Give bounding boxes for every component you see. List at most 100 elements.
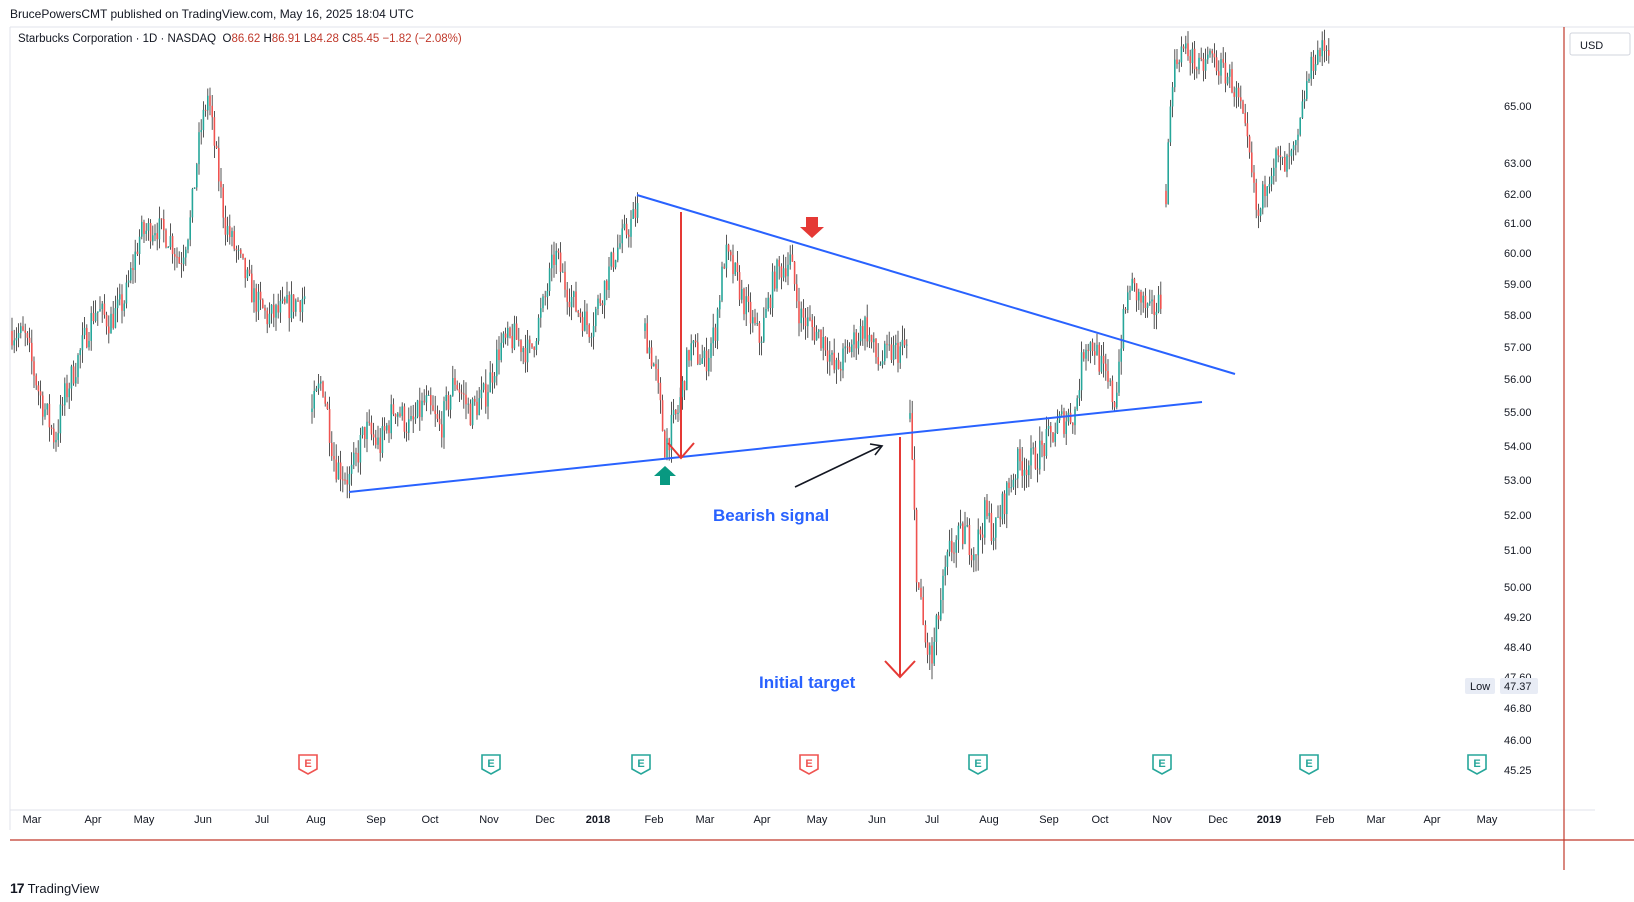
candle-body [1030,448,1032,466]
candle-body [606,280,608,290]
resistance-trendline[interactable] [636,194,1236,375]
candle-body [397,413,399,417]
candle-body [28,337,31,343]
candle-body [364,427,366,439]
candle-body [644,323,646,331]
candle-body [1308,78,1310,82]
candle-body [855,332,857,349]
candle-body [774,271,776,289]
earnings-marker-icon[interactable] [1299,754,1319,775]
candle-body [37,385,40,392]
candle-body [935,615,938,642]
candle-body [1096,344,1098,356]
time-axis[interactable]: Mar Apr May Jun Jul Aug Sep Oct Nov Dec 2018 Feb Mar… [23,814,1498,826]
footer-brand[interactable]: 17 TradingView [10,880,99,896]
candle-body [200,130,202,133]
candle-body [778,259,780,267]
candle-body [581,317,584,331]
candle-body [320,381,322,384]
candle-body [414,416,417,420]
candle-body [513,323,516,349]
candle-body [92,313,95,321]
earnings-marker-icon[interactable] [968,754,988,775]
candle-body [1160,294,1162,309]
candle-body [1054,433,1056,442]
earnings-marker-icon[interactable] [631,754,651,775]
candle-body [1032,447,1034,449]
candle-body [592,326,595,337]
candle-body [1129,290,1131,293]
currency-box[interactable] [1569,32,1631,56]
candle-body [46,403,48,410]
candle-body [158,218,161,240]
candle-body [705,350,708,372]
earnings-marker-icon[interactable] [298,754,318,775]
candle-body [1131,278,1133,291]
candle-body [771,271,774,309]
earnings-marker-label: E [974,758,981,770]
candle-body [1262,184,1264,209]
earnings-marker-icon[interactable] [799,754,819,775]
candle-body [1328,50,1330,56]
candle-body [1063,411,1065,434]
earnings-marker-icon[interactable] [481,754,501,775]
candle-body [1246,123,1249,137]
candle-body [213,117,216,146]
candle-body [835,360,838,370]
candle-body [712,327,714,344]
time-tick-label: Aug [306,814,326,826]
candle-body [491,372,494,383]
candle-body [381,426,384,453]
price-tick-label: 48.40 [1504,642,1532,654]
earnings-marker-icon[interactable] [1152,754,1172,775]
candle-body [478,398,480,416]
candle-body [577,311,579,313]
support-trendline[interactable] [348,401,1203,493]
candle-body [204,109,207,111]
price-axis[interactable]: 65.00 63.00 62.00 61.00 60.00 59.00 58.00 57.00… [1465,101,1538,777]
candle-body [785,268,787,277]
candle-body [913,459,916,510]
candle-body [791,254,794,262]
candle-body [1019,448,1021,462]
candle-body [315,388,318,391]
candle-body [1290,150,1293,157]
candle-body [339,462,342,480]
candle-body [94,312,97,321]
candle-body [694,340,697,343]
candle-body [741,289,743,300]
brand-name: TradingView [27,880,100,896]
candle-body [191,188,194,218]
candle-body [628,234,630,237]
candle-body [26,332,29,338]
candle-body [275,305,277,318]
candle-body [31,342,33,362]
symbol-legend: Starbucks Corporation · 1D · NASDAQ O86.… [18,33,462,45]
candle-body [169,236,172,248]
candle-body [1127,292,1129,311]
candle-body [1052,432,1054,442]
candle-body [176,256,178,258]
candle-body [973,554,975,561]
candle-body [851,344,853,353]
candle-body [496,349,498,377]
candle-body [1257,209,1260,216]
candle-body [279,301,282,313]
candle-body [1116,392,1118,408]
candle-body [590,336,593,338]
candle-body [520,340,522,353]
candle-body [458,389,461,393]
candle-body [548,268,551,291]
price-tick-label: 55.00 [1504,407,1532,419]
candle-body [723,266,725,269]
publish-info: BrucePowersCMT published on TradingView.… [10,7,414,21]
candle-body [399,413,401,416]
candle-body [423,400,425,403]
earnings-marker-icon[interactable] [1467,754,1487,775]
price-tick-label: 49.20 [1504,612,1532,624]
candle-body [218,148,220,182]
candle-body [811,319,813,327]
candle-body [970,555,973,561]
candle-body [942,575,944,600]
